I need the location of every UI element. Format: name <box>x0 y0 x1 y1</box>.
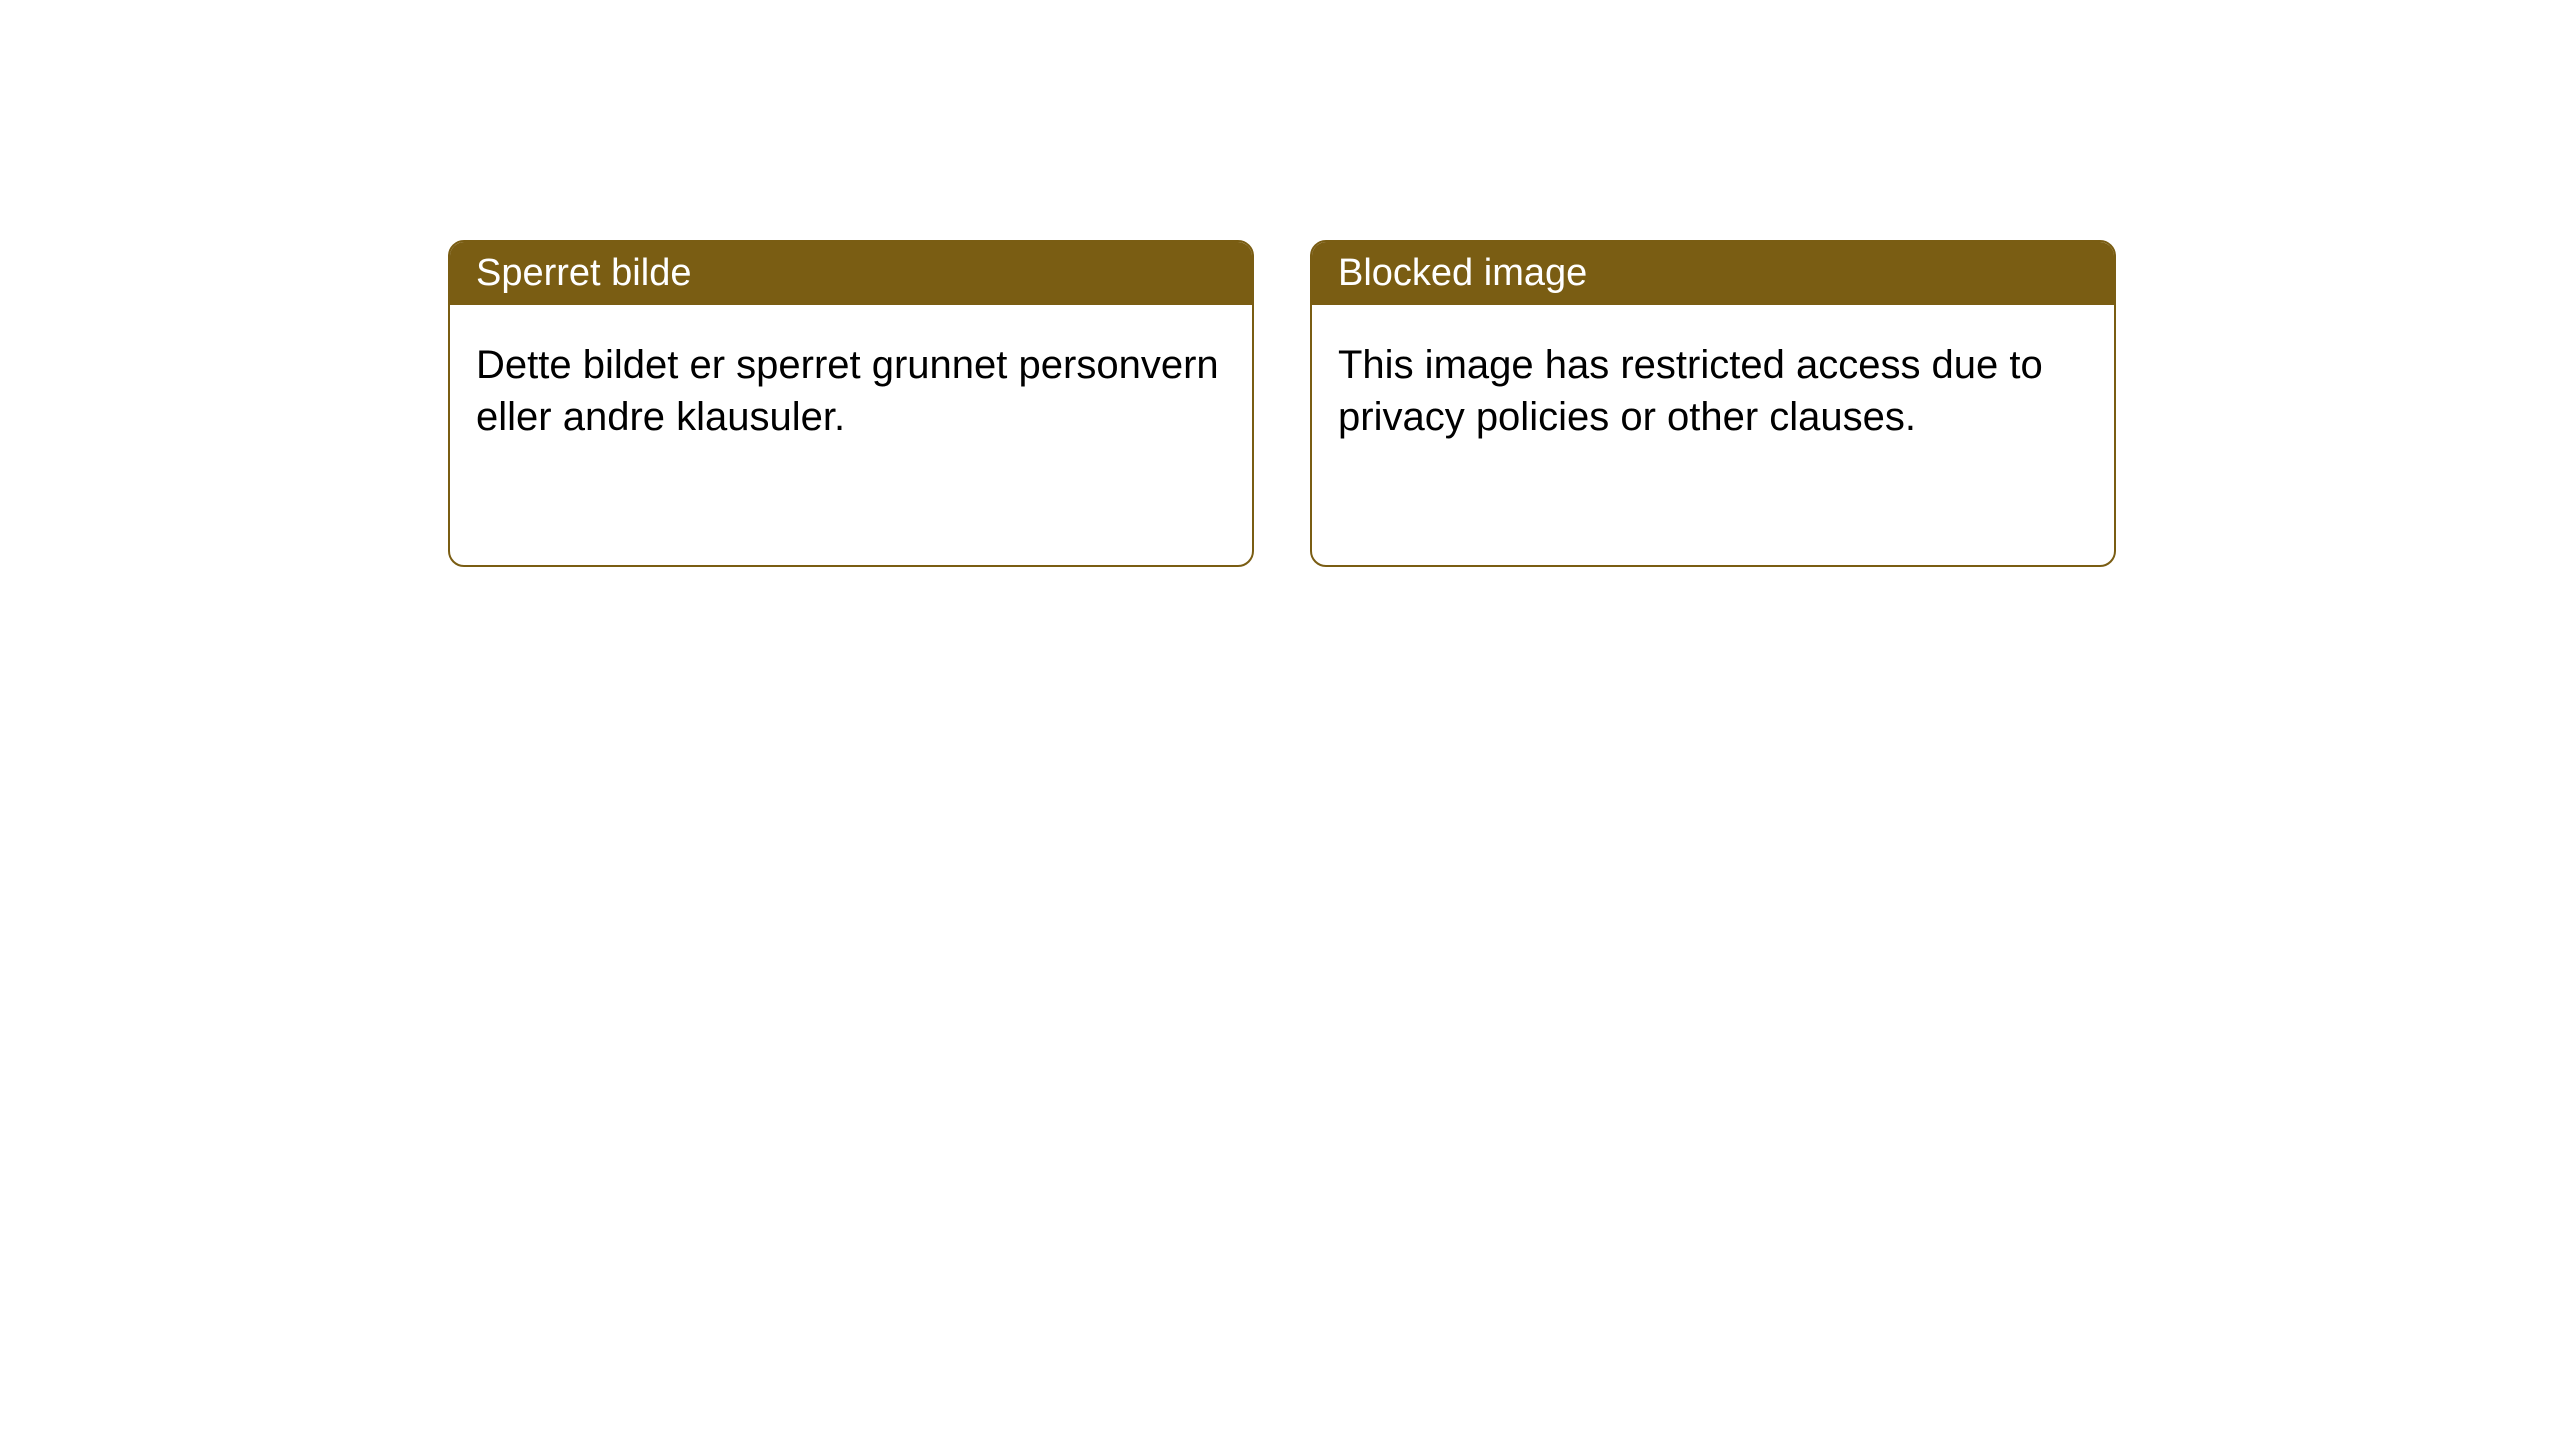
notice-card-norwegian: Sperret bilde Dette bildet er sperret gr… <box>448 240 1254 567</box>
notice-header: Sperret bilde <box>450 242 1252 305</box>
notice-body: Dette bildet er sperret grunnet personve… <box>450 305 1252 565</box>
notice-title: Blocked image <box>1338 252 1587 294</box>
notice-title: Sperret bilde <box>476 252 691 294</box>
notice-message: This image has restricted access due to … <box>1338 343 2043 439</box>
notice-body: This image has restricted access due to … <box>1312 305 2114 565</box>
notice-card-english: Blocked image This image has restricted … <box>1310 240 2116 567</box>
notice-header: Blocked image <box>1312 242 2114 305</box>
notice-message: Dette bildet er sperret grunnet personve… <box>476 343 1219 439</box>
notice-container: Sperret bilde Dette bildet er sperret gr… <box>0 0 2560 567</box>
